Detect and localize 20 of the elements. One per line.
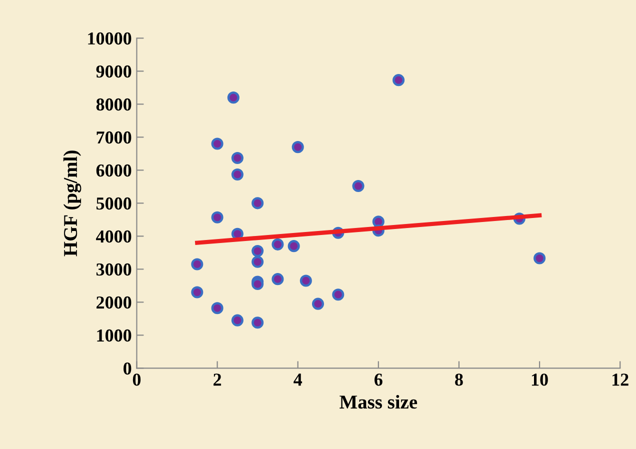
- y-tick-label: 2000: [96, 296, 132, 309]
- y-tick-label: 10000: [88, 32, 132, 45]
- y-tick-label: 6000: [96, 164, 132, 177]
- x-tick-label: 2: [214, 374, 222, 386]
- x-tick-label: 12: [612, 374, 628, 386]
- y-tick-label: 4000: [96, 230, 132, 243]
- y-axis-title: HGF (pg/ml): [63, 150, 82, 256]
- y-tick-label: 5000: [96, 197, 132, 210]
- x-tick-label: 0: [132, 374, 141, 386]
- x-tick-label: 10: [532, 374, 548, 386]
- y-tick-label: 3000: [96, 263, 132, 276]
- x-tick-label: 8: [455, 374, 463, 386]
- x-axis-title: Mass size: [340, 394, 418, 409]
- x-tick-label: 6: [374, 374, 382, 386]
- y-tick-label: 0: [124, 362, 132, 375]
- y-tick-label: 9000: [96, 65, 132, 78]
- y-tick-label: 1000: [97, 329, 132, 342]
- y-tick-label: 8000: [96, 98, 132, 111]
- x-tick-label: 4: [294, 374, 302, 386]
- y-tick-label: 7000: [96, 131, 132, 144]
